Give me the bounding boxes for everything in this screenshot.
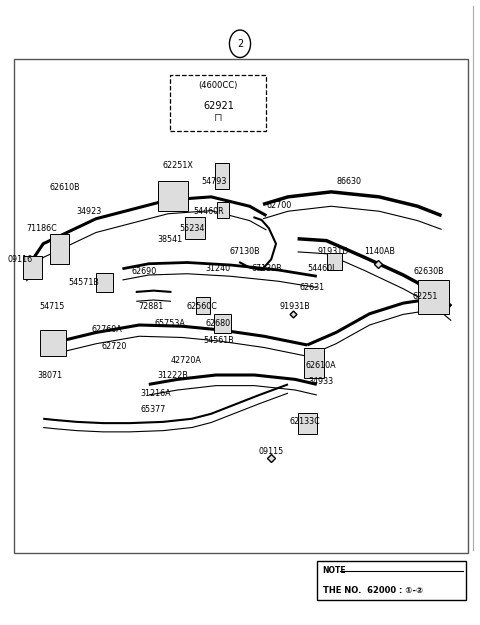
Bar [317, 561, 466, 600]
Text: 62610A: 62610A [305, 361, 336, 370]
Text: 65753A: 65753A [155, 319, 186, 328]
Text: 91931D: 91931D [318, 248, 349, 256]
Text: 62680: 62680 [206, 319, 231, 328]
Text: 67130B: 67130B [229, 248, 260, 256]
Text: 34923: 34923 [76, 208, 101, 216]
Bar [327, 253, 342, 270]
Bar [217, 202, 229, 217]
Text: 71186C: 71186C [27, 224, 58, 233]
Text: 62630B: 62630B [413, 268, 444, 276]
Text: 31216A: 31216A [141, 389, 171, 398]
Bar [185, 217, 205, 239]
Bar [40, 330, 66, 356]
Text: 2: 2 [237, 39, 243, 49]
Bar [14, 59, 468, 553]
Text: 54460L: 54460L [308, 264, 337, 272]
Text: 55234: 55234 [180, 224, 204, 232]
Text: 62560C: 62560C [186, 302, 217, 311]
Text: (4600CC): (4600CC) [199, 81, 238, 90]
Text: 62251X: 62251X [162, 161, 193, 170]
Text: 86630: 86630 [337, 177, 362, 186]
Bar [196, 297, 210, 314]
Text: 62251: 62251 [412, 292, 437, 301]
Text: 62720: 62720 [102, 342, 127, 351]
Bar [23, 256, 42, 279]
Text: 72881: 72881 [139, 302, 164, 311]
Text: THE NO.  62000 : ①-②: THE NO. 62000 : ①-② [323, 586, 423, 595]
Text: 31240: 31240 [205, 264, 230, 272]
Text: 54715: 54715 [39, 302, 64, 311]
Text: 54460R: 54460R [193, 207, 224, 216]
Text: 91931B: 91931B [279, 302, 310, 311]
Text: 34933: 34933 [308, 377, 333, 386]
Text: 62690: 62690 [132, 268, 156, 276]
Bar [304, 348, 324, 378]
Text: 54571B: 54571B [69, 278, 99, 287]
Text: 54793: 54793 [202, 177, 227, 186]
Text: 1140AB: 1140AB [364, 248, 395, 256]
Bar [215, 162, 229, 189]
Text: 62700: 62700 [267, 201, 292, 209]
Text: NOTE: NOTE [323, 566, 346, 575]
Text: ⊓: ⊓ [214, 113, 223, 123]
Bar [214, 314, 231, 332]
Text: 38541: 38541 [158, 235, 183, 244]
Bar [170, 75, 266, 131]
Bar [50, 234, 69, 264]
Bar [96, 273, 113, 292]
Text: 62921: 62921 [203, 101, 234, 111]
Text: 31222B: 31222B [157, 371, 188, 379]
Text: 62610B: 62610B [49, 183, 80, 192]
Text: 62760A: 62760A [91, 326, 122, 334]
Text: 54561B: 54561B [203, 336, 234, 345]
Bar [418, 280, 449, 314]
Text: 62631: 62631 [300, 283, 324, 292]
Text: 09115: 09115 [259, 447, 284, 456]
Circle shape [229, 30, 251, 58]
Text: 42720A: 42720A [171, 356, 202, 365]
Text: 38071: 38071 [38, 371, 63, 379]
Text: 09116: 09116 [8, 255, 33, 264]
Bar [298, 412, 317, 434]
Text: 65377: 65377 [141, 405, 166, 414]
Bar [158, 181, 188, 211]
Text: 67130B: 67130B [252, 264, 282, 272]
Text: 62133C: 62133C [289, 418, 320, 426]
